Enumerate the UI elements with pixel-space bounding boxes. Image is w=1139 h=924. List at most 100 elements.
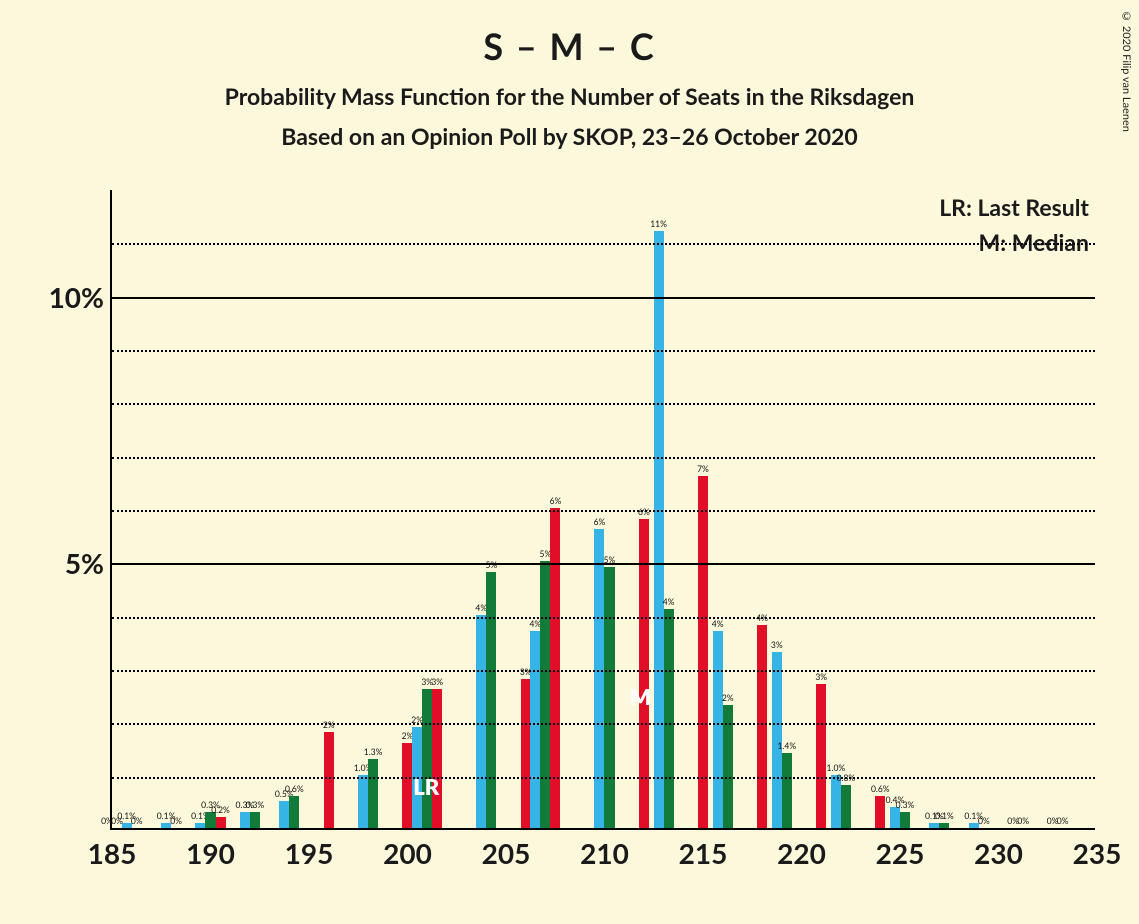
bar-value-label: 0.6% — [285, 784, 304, 794]
bar: 4% — [476, 615, 486, 828]
bar-group: 0.5%0.6% — [279, 190, 299, 828]
bar: 3% — [422, 689, 432, 828]
bar-value-label: 6% — [594, 517, 606, 527]
subtitle-1: Probability Mass Function for the Number… — [0, 82, 1139, 110]
x-axis-label: 190 — [186, 836, 235, 870]
bar: 3% — [521, 679, 531, 828]
bar-value-label: 0.3% — [246, 800, 265, 810]
x-axis-label: 230 — [974, 836, 1023, 870]
x-axis-label: 235 — [1073, 836, 1122, 870]
bar: 0.1% — [939, 823, 949, 828]
bar-group: 0.1%0.3%0.2% — [195, 190, 225, 828]
x-axis-label: 210 — [580, 836, 629, 870]
plot-area: 0%0%0.1%0%0.1%0%0.1%0.3%0.2%0.3%0.3%0.5%… — [110, 190, 1095, 830]
bar-group: 3% — [816, 190, 826, 828]
gridline-minor — [112, 243, 1095, 245]
bar: 11% — [654, 231, 664, 828]
bar: 2% — [324, 732, 334, 828]
bar-value-label: 0.1% — [935, 811, 954, 821]
x-axis-label: 205 — [482, 836, 531, 870]
chart: 0%0%0.1%0%0.1%0%0.1%0.3%0.2%0.3%0.3%0.5%… — [110, 190, 1095, 830]
bar-value-label: 11% — [650, 219, 667, 229]
x-axis-label: 200 — [383, 836, 432, 870]
copyright-text: © 2020 Filip van Laenen — [1120, 10, 1133, 132]
bar-value-label: 0% — [131, 816, 143, 826]
bar-group: 0.1%0% — [122, 190, 142, 828]
bar-value-label: 3% — [771, 640, 783, 650]
bar-group: 2% — [402, 190, 412, 828]
bar-group: 0%0% — [1048, 190, 1068, 828]
bar-group: 1.0%0.8% — [831, 190, 851, 828]
bars-container: 0%0%0.1%0%0.1%0%0.1%0.3%0.2%0.3%0.3%0.5%… — [112, 190, 1095, 828]
title-block: S – M – C Probability Mass Function for … — [0, 0, 1139, 150]
gridline-major — [112, 297, 1095, 299]
bar-group: 2%3%3% — [412, 190, 442, 828]
y-axis-label: 10% — [49, 280, 104, 314]
bar-group: 0.1%0.1% — [929, 190, 949, 828]
bar-value-label: 0.6% — [871, 784, 890, 794]
y-axis-label: 5% — [65, 546, 104, 580]
x-axis-label: 195 — [285, 836, 334, 870]
bar: 4% — [530, 631, 540, 828]
bar-value-label: 0% — [1017, 816, 1029, 826]
bar-value-label: 3% — [431, 677, 443, 687]
bar: 4% — [713, 631, 723, 828]
bar: 5% — [540, 561, 550, 828]
bar-value-label: 7% — [697, 464, 709, 474]
bar-value-label: 0.2% — [211, 805, 230, 815]
bar-group: 4%5%6% — [530, 190, 560, 828]
bar: 6% — [550, 508, 560, 828]
gridline-minor — [112, 403, 1095, 405]
bar: 0.3% — [900, 812, 910, 828]
bar-group: 11%4% — [654, 190, 674, 828]
bar-group: 3%1.4% — [772, 190, 792, 828]
bar: 0.8% — [841, 785, 851, 828]
bar: 5% — [604, 567, 614, 828]
gridline-minor — [112, 617, 1095, 619]
bar-value-label: 1.4% — [777, 741, 796, 751]
gridline-minor — [112, 777, 1095, 779]
bar: 1.0% — [358, 775, 368, 828]
bar: 2% — [402, 743, 412, 828]
bar-value-label: 0% — [170, 816, 182, 826]
bar-group: 0.1%0% — [969, 190, 989, 828]
bar-value-label: 0.3% — [896, 800, 915, 810]
bar: 4% — [757, 625, 767, 828]
bar-value-label: 1.3% — [364, 747, 383, 757]
bar-group: 0%0% — [1008, 190, 1028, 828]
gridline-minor — [112, 457, 1095, 459]
bar-group: 6% 5% — [594, 190, 614, 828]
bar: 0.5% — [279, 801, 289, 828]
x-axis-label: 215 — [679, 836, 728, 870]
bar-group: 4% — [757, 190, 767, 828]
bar-group: 3% — [521, 190, 531, 828]
bar-group: 6% — [639, 190, 649, 828]
bar: 4% — [664, 609, 674, 828]
gridline-minor — [112, 510, 1095, 512]
bar-group: 2% — [324, 190, 334, 828]
bar-value-label: 6% — [550, 496, 562, 506]
x-axis-label: 225 — [876, 836, 925, 870]
bar-group: 0.3%0.3% — [240, 190, 260, 828]
bar: 3% — [816, 684, 826, 828]
bar-group: 4%2% — [713, 190, 733, 828]
bar: 7% — [698, 476, 708, 828]
bar-value-label: 0% — [1057, 816, 1069, 826]
gridline-minor — [112, 723, 1095, 725]
bar: 3% — [432, 689, 442, 828]
bar-group: 4%5% — [476, 190, 496, 828]
main-title: S – M – C — [0, 24, 1139, 68]
bar-value-label: 1.0% — [827, 763, 846, 773]
bar: 5% — [486, 572, 496, 828]
bar-value-label: 4% — [663, 597, 675, 607]
bar: 1.3% — [368, 759, 378, 828]
gridline-minor — [112, 670, 1095, 672]
bar-group: 1.0%1.3% — [358, 190, 378, 828]
bar: 0.1% — [195, 823, 205, 828]
bar-group: 7% — [698, 190, 708, 828]
bar-group: 0.6% — [875, 190, 885, 828]
bar-value-label: 0% — [978, 816, 990, 826]
gridline-major — [112, 563, 1095, 565]
bar: 0.2% — [216, 817, 226, 828]
bar-value-label: 3% — [815, 672, 827, 682]
